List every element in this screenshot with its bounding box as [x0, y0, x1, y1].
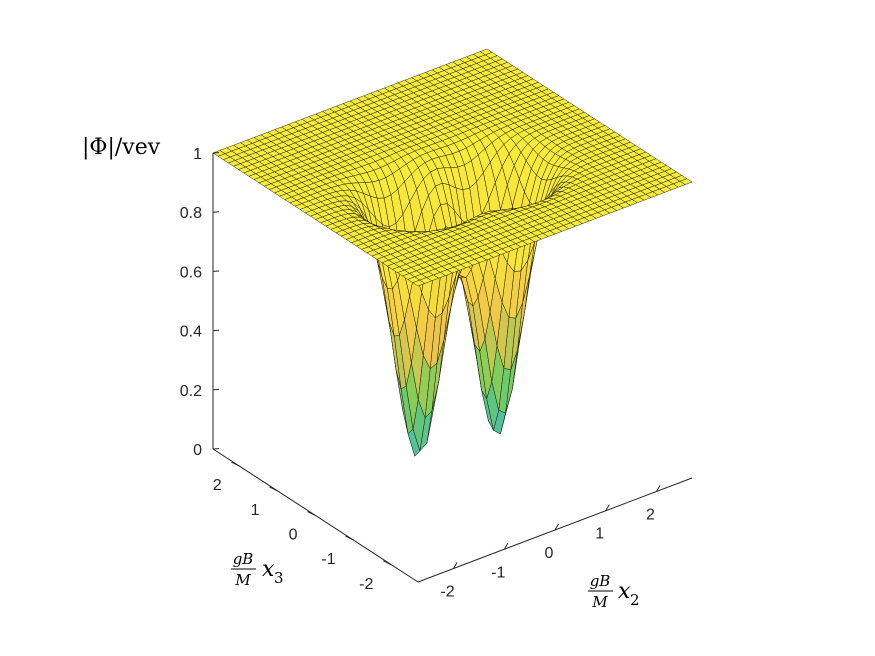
z-tick-label: 0.8: [180, 205, 202, 222]
x-tick-label: 2: [646, 507, 655, 524]
y-tick-mark: [269, 486, 278, 492]
y-tick-label: 2: [213, 477, 222, 494]
y-tick-label: 1: [251, 502, 260, 519]
z-axis-label: |Φ|/vev: [82, 135, 161, 160]
x-label-variable: x: [618, 579, 631, 604]
x-tick-label: -2: [440, 584, 454, 601]
surface-mesh: [212, 48, 693, 457]
y-ticks: -2 -1 0 1 2: [213, 461, 392, 593]
y-axis-label: gB M x 3: [231, 550, 284, 589]
y-tick-label: -2: [359, 576, 373, 593]
y-tick-label: -1: [321, 551, 335, 568]
x-tick-mark: [453, 562, 458, 569]
x-label-denominator: M: [591, 593, 608, 611]
y-label-numerator: gB: [233, 550, 254, 568]
x-tick-mark: [503, 543, 509, 550]
x-ticks: -2 -1 0 1 2: [440, 485, 661, 601]
y-tick-label: 0: [289, 527, 298, 544]
z-tick-label: 0.6: [180, 264, 202, 281]
x-tick-mark: [656, 485, 661, 492]
z-tick-label: 0: [193, 442, 202, 459]
x-tick-mark: [554, 523, 559, 531]
z-tick-label: 0.2: [180, 383, 202, 400]
x-tick-mark: [605, 504, 610, 511]
z-ticks: 0 0.2 0.4 0.6 0.8 1: [180, 146, 220, 459]
z-tick-label: 1: [193, 146, 202, 163]
z-tick-label: 0.4: [180, 324, 202, 341]
x-tick-label: 0: [545, 545, 554, 562]
x-label-subscript: 2: [630, 591, 640, 609]
y-tick-mark: [345, 535, 354, 541]
surface-patch: [412, 279, 426, 287]
x-axis-label: gB M x 2: [588, 572, 640, 611]
y-label-variable: x: [262, 557, 275, 582]
x-tick-label: 1: [595, 526, 604, 543]
y-tick-mark: [383, 560, 392, 566]
x-label-numerator: gB: [590, 572, 611, 590]
y-label-denominator: M: [234, 571, 251, 589]
y-tick-mark: [307, 511, 316, 516]
y-label-subscript: 3: [274, 569, 284, 587]
x-tick-label: -1: [491, 564, 505, 581]
y-tick-mark: [231, 461, 240, 467]
